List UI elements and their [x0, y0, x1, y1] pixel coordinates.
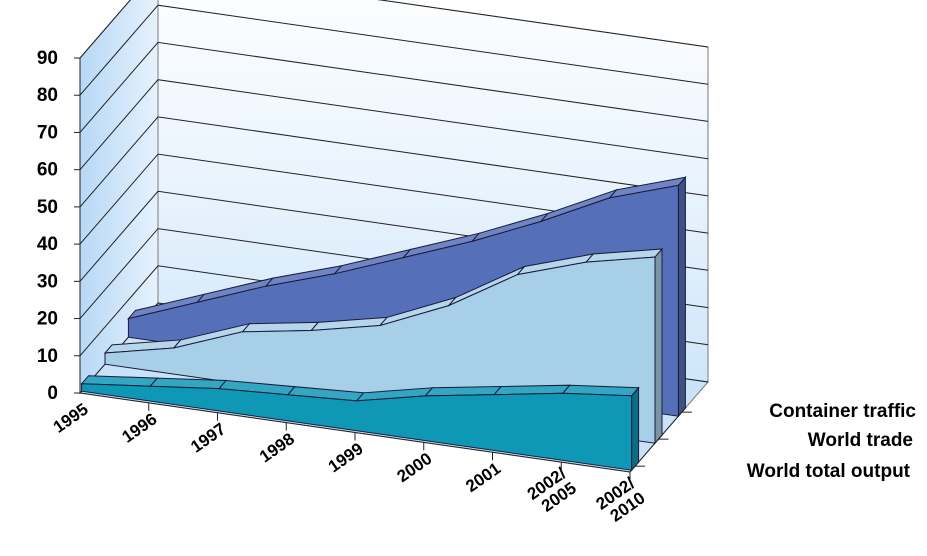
- data-point: [127, 318, 129, 320]
- y-tick-label: 90: [37, 48, 58, 69]
- data-point: [471, 240, 473, 242]
- gridline: [79, 116, 709, 208]
- y-tick-label: 70: [37, 122, 58, 143]
- data-point: [562, 392, 564, 394]
- x-tick-label: 1998: [256, 429, 298, 466]
- legend-label-container-traffic: Container traffic: [769, 401, 916, 422]
- data-point: [104, 352, 106, 354]
- y-tick-label: 50: [37, 197, 58, 218]
- data-point: [402, 257, 404, 259]
- y-tick-label: 80: [37, 85, 58, 106]
- data-point: [540, 220, 542, 223]
- gridline: [79, 153, 709, 245]
- data-point: [585, 261, 587, 263]
- area-face: [81, 383, 633, 471]
- data-point: [516, 274, 519, 276]
- x-tick-label: 1999: [325, 439, 367, 476]
- data-point: [173, 347, 175, 349]
- depth-axis-line: [629, 406, 687, 473]
- y-axis: 0 10 20 30 40 50 60 70 80 90: [37, 48, 81, 404]
- y-tick-label: 40: [37, 234, 58, 255]
- x-tick-label: 1996: [119, 409, 161, 446]
- data-point: [241, 331, 244, 333]
- area-side: [677, 175, 686, 418]
- legend-label-world-trade: World trade: [808, 430, 913, 451]
- area-side: [631, 386, 640, 472]
- data-point: [448, 305, 450, 307]
- data-point: [310, 329, 312, 332]
- gridline: [79, 41, 709, 133]
- y-tick-label: 60: [37, 160, 58, 181]
- y-tick-label: 10: [37, 346, 58, 367]
- y-tick-label: 30: [37, 271, 58, 292]
- legend-label-world-total-output: World total output: [747, 461, 911, 482]
- x-tick-label: 2002/2005: [524, 464, 580, 519]
- y-tick-label: 0: [47, 383, 58, 404]
- data-point: [424, 395, 426, 397]
- x-tick-label: 2001: [462, 459, 504, 496]
- legend: Container traffic World trade World total …: [629, 401, 916, 482]
- data-point: [81, 383, 83, 385]
- data-point: [218, 388, 220, 390]
- x-tick-label: 2002/2010: [593, 474, 649, 529]
- series-layer: [80, 175, 687, 472]
- y-tick-label: 20: [37, 309, 58, 330]
- data-point: [149, 385, 151, 387]
- data-point: [677, 184, 680, 186]
- data-point: [356, 400, 358, 402]
- data-point: [196, 301, 198, 303]
- gridline: [79, 4, 709, 96]
- x-tick-label: 2000: [394, 449, 436, 486]
- gridline: [79, 79, 709, 171]
- x-tick-label: 1997: [187, 419, 229, 456]
- x-tick-label: 1995: [50, 400, 92, 437]
- data-point: [334, 273, 336, 275]
- data-point: [631, 395, 633, 397]
- data-point: [379, 324, 381, 327]
- data-point: [265, 285, 267, 287]
- data-point: [493, 394, 495, 396]
- data-point: [287, 394, 289, 396]
- gridline: [79, 0, 709, 59]
- series-world-total-output: [80, 375, 640, 472]
- data-point: [609, 197, 611, 199]
- area-side: [654, 247, 663, 445]
- data-point: [654, 256, 656, 258]
